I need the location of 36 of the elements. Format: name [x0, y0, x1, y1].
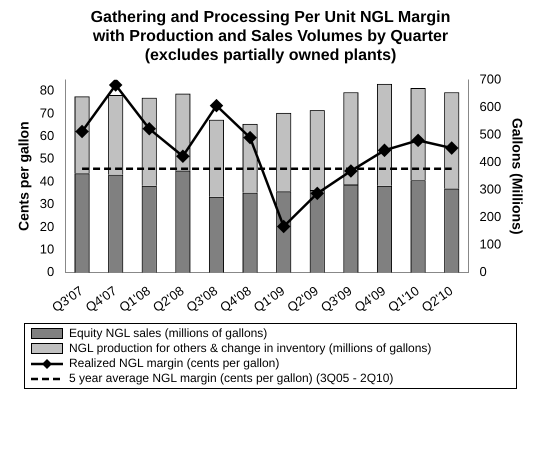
y2-tick-label: 400 [480, 154, 502, 169]
point [210, 99, 223, 112]
y2-tick-label: 700 [480, 71, 502, 86]
point [176, 150, 190, 162]
legend-label: NGL production for others & change in inventory (millions of gallons) [69, 341, 432, 355]
point [109, 80, 122, 92]
y-tick-label: 60 [40, 128, 54, 144]
y-tick-label: 0 [47, 264, 54, 280]
legend-label: Realized NGL margin (cents per gallon) [69, 356, 280, 370]
y2-axis-title: Gallons (Millions) [510, 118, 526, 235]
point [412, 134, 424, 147]
y-axis-title: Cents per gallon [15, 121, 32, 232]
y2-tick-label: 200 [480, 209, 502, 224]
y-tick-label: 10 [40, 241, 54, 256]
chart-title: Gathering and Processing Per Unit NGL Margin with Production and Sales Volumes by Quarter (excludes partially owned plants) [90, 8, 452, 65]
y2-tick-label: 300 [480, 182, 502, 197]
point [445, 142, 458, 154]
point [344, 164, 358, 178]
legend-label: 5 year average NGL margin (cents per gallon) (3Q05 - 2Q10) [69, 371, 394, 385]
y-tick-label: 40 [40, 173, 54, 188]
point [76, 125, 88, 138]
y-tick-label: 20 [40, 218, 54, 234]
y-tick-label: 50 [40, 150, 54, 166]
legend-label: Equity NGL sales (millions of gallons) [69, 326, 268, 340]
y2-tick-label: 100 [480, 236, 502, 252]
point [311, 187, 324, 200]
y2-tick-label: 0 [480, 264, 487, 280]
y2-tick-label: 500 [480, 126, 502, 142]
y-tick-label: 30 [40, 196, 54, 212]
point [143, 122, 156, 136]
point [378, 144, 391, 157]
y2-tick-label: 600 [480, 98, 502, 114]
point [277, 220, 290, 233]
y-tick-label: 70 [40, 105, 54, 120]
point [244, 131, 256, 144]
y-tick-label: 80 [40, 82, 54, 98]
